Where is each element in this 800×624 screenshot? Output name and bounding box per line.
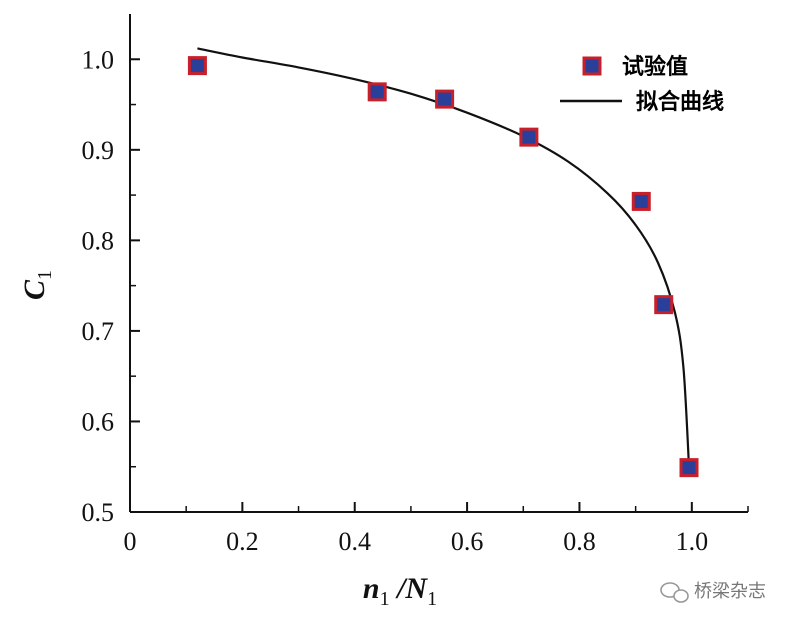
data-point bbox=[679, 458, 699, 478]
legend-marker-icon bbox=[582, 56, 602, 76]
fit-curve-line bbox=[197, 47, 691, 467]
x-tick-label: 0.6 bbox=[451, 527, 484, 556]
x-tick-label: 0.8 bbox=[563, 527, 596, 556]
legend: 试验值 拟合曲线 bbox=[560, 54, 724, 115]
x-axis-ticks: 0 0.2 0.4 0.6 0.8 1.0 bbox=[124, 502, 749, 556]
watermark: 桥梁杂志 bbox=[660, 581, 766, 603]
x-tick-label: 0.2 bbox=[226, 527, 259, 556]
data-point bbox=[187, 56, 207, 76]
data-point bbox=[435, 89, 455, 109]
axes bbox=[129, 14, 748, 513]
data-point bbox=[367, 82, 387, 102]
y-axis-ticks: 0.5 0.6 0.7 0.8 0.9 1.0 bbox=[82, 45, 140, 527]
y-tick-label: 1.0 bbox=[82, 45, 115, 74]
x-tick-label: 0 bbox=[124, 527, 137, 556]
data-point bbox=[654, 295, 674, 315]
x-axis-label: n1 /N1 bbox=[363, 572, 437, 610]
y-tick-label: 0.7 bbox=[82, 317, 115, 346]
legend-label-fit: 拟合曲线 bbox=[636, 89, 724, 115]
y-tick-label: 0.6 bbox=[82, 407, 115, 436]
legend-label-test: 试验值 bbox=[622, 54, 688, 80]
wechat-icon bbox=[660, 582, 689, 603]
x-tick-label: 0.4 bbox=[338, 527, 371, 556]
y-axis-label: C1 bbox=[18, 270, 56, 300]
data-point bbox=[519, 127, 539, 147]
watermark-label: 桥梁杂志 bbox=[694, 581, 766, 602]
x-tick-label: 1.0 bbox=[676, 527, 709, 556]
y-tick-label: 0.5 bbox=[82, 498, 115, 527]
data-point bbox=[631, 191, 651, 211]
y-tick-label: 0.8 bbox=[82, 226, 115, 255]
y-tick-label: 0.9 bbox=[82, 136, 115, 165]
plot-area bbox=[187, 47, 699, 478]
